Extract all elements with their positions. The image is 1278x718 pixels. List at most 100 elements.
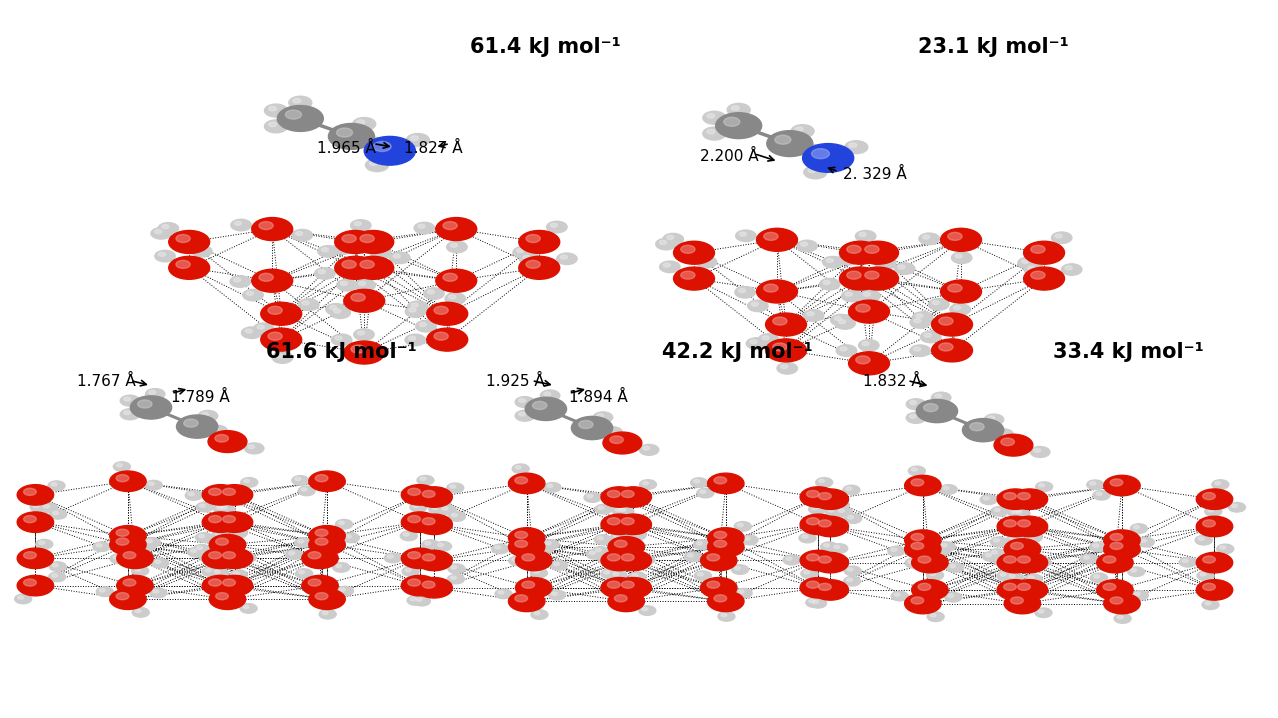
Circle shape (984, 414, 1003, 425)
Circle shape (994, 429, 1013, 440)
Circle shape (295, 569, 313, 578)
Circle shape (983, 551, 999, 561)
Circle shape (739, 590, 744, 594)
Circle shape (360, 261, 374, 269)
Circle shape (735, 286, 755, 298)
Circle shape (450, 576, 456, 579)
Circle shape (596, 549, 601, 551)
Circle shape (409, 308, 417, 312)
Circle shape (134, 568, 141, 571)
Circle shape (188, 547, 204, 557)
Circle shape (992, 551, 997, 554)
Circle shape (795, 127, 803, 131)
Circle shape (405, 306, 426, 317)
Circle shape (335, 256, 376, 279)
Circle shape (335, 230, 376, 253)
Circle shape (739, 232, 746, 236)
Circle shape (427, 328, 468, 351)
Circle shape (345, 535, 351, 538)
Circle shape (642, 607, 648, 611)
Circle shape (633, 574, 638, 577)
Circle shape (309, 534, 345, 555)
Circle shape (601, 487, 638, 507)
Circle shape (408, 301, 428, 312)
Circle shape (277, 106, 323, 131)
Circle shape (735, 567, 740, 570)
Circle shape (643, 481, 648, 485)
Circle shape (708, 585, 713, 589)
Text: 23.1 kJ mol⁻¹: 23.1 kJ mol⁻¹ (918, 37, 1068, 57)
Circle shape (169, 256, 210, 279)
Circle shape (551, 561, 567, 570)
Circle shape (515, 550, 552, 571)
Circle shape (610, 571, 627, 580)
Text: 1.965 Å: 1.965 Å (317, 141, 376, 156)
Circle shape (116, 475, 129, 482)
Circle shape (123, 551, 135, 559)
Circle shape (222, 551, 235, 559)
Circle shape (639, 480, 657, 489)
Circle shape (800, 577, 837, 598)
Circle shape (450, 485, 456, 488)
Circle shape (994, 556, 1011, 567)
Circle shape (1111, 597, 1123, 604)
Circle shape (601, 556, 607, 559)
Circle shape (812, 489, 849, 510)
Circle shape (855, 230, 875, 242)
Circle shape (700, 577, 737, 598)
Circle shape (607, 581, 620, 588)
Circle shape (1008, 508, 1025, 518)
Circle shape (846, 487, 852, 490)
Circle shape (220, 504, 225, 508)
Circle shape (629, 572, 645, 582)
Circle shape (316, 475, 328, 482)
Circle shape (910, 401, 916, 404)
Circle shape (847, 568, 852, 571)
Circle shape (916, 399, 957, 423)
Circle shape (336, 519, 353, 529)
Circle shape (714, 477, 727, 484)
Circle shape (337, 245, 344, 248)
Circle shape (629, 531, 647, 540)
Circle shape (607, 490, 620, 498)
Circle shape (1034, 449, 1040, 452)
Circle shape (216, 548, 253, 569)
Circle shape (924, 333, 932, 337)
Circle shape (362, 137, 385, 150)
Circle shape (124, 397, 130, 401)
Circle shape (217, 503, 234, 512)
Circle shape (700, 490, 705, 493)
Circle shape (240, 477, 258, 487)
Circle shape (1208, 508, 1214, 512)
Circle shape (318, 270, 326, 274)
Circle shape (818, 583, 831, 590)
Circle shape (229, 538, 245, 548)
Circle shape (911, 597, 924, 604)
Circle shape (219, 505, 235, 514)
Circle shape (1008, 599, 1015, 602)
Circle shape (533, 401, 547, 409)
Circle shape (443, 222, 458, 230)
Circle shape (613, 572, 619, 576)
Circle shape (547, 221, 567, 233)
Circle shape (155, 560, 161, 564)
Circle shape (1094, 574, 1099, 578)
Circle shape (560, 255, 567, 259)
Circle shape (435, 307, 449, 314)
Circle shape (702, 554, 718, 564)
Circle shape (1104, 475, 1140, 496)
Circle shape (621, 554, 634, 561)
Circle shape (639, 606, 656, 615)
Circle shape (762, 336, 769, 340)
Circle shape (767, 131, 813, 157)
Circle shape (1017, 493, 1030, 500)
Circle shape (777, 363, 797, 374)
Circle shape (909, 560, 914, 564)
Circle shape (601, 514, 638, 534)
Circle shape (727, 103, 750, 116)
Circle shape (221, 506, 227, 510)
Circle shape (856, 356, 870, 364)
Circle shape (234, 221, 242, 225)
Circle shape (809, 599, 827, 608)
Circle shape (1111, 542, 1123, 549)
